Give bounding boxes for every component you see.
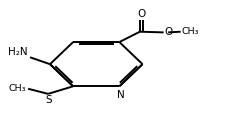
Text: H₂N: H₂N xyxy=(8,47,28,57)
Text: S: S xyxy=(46,95,52,105)
Text: CH₃: CH₃ xyxy=(181,27,198,36)
Text: N: N xyxy=(117,90,124,100)
Text: O: O xyxy=(164,27,172,37)
Text: O: O xyxy=(137,9,145,19)
Text: CH₃: CH₃ xyxy=(8,84,25,93)
